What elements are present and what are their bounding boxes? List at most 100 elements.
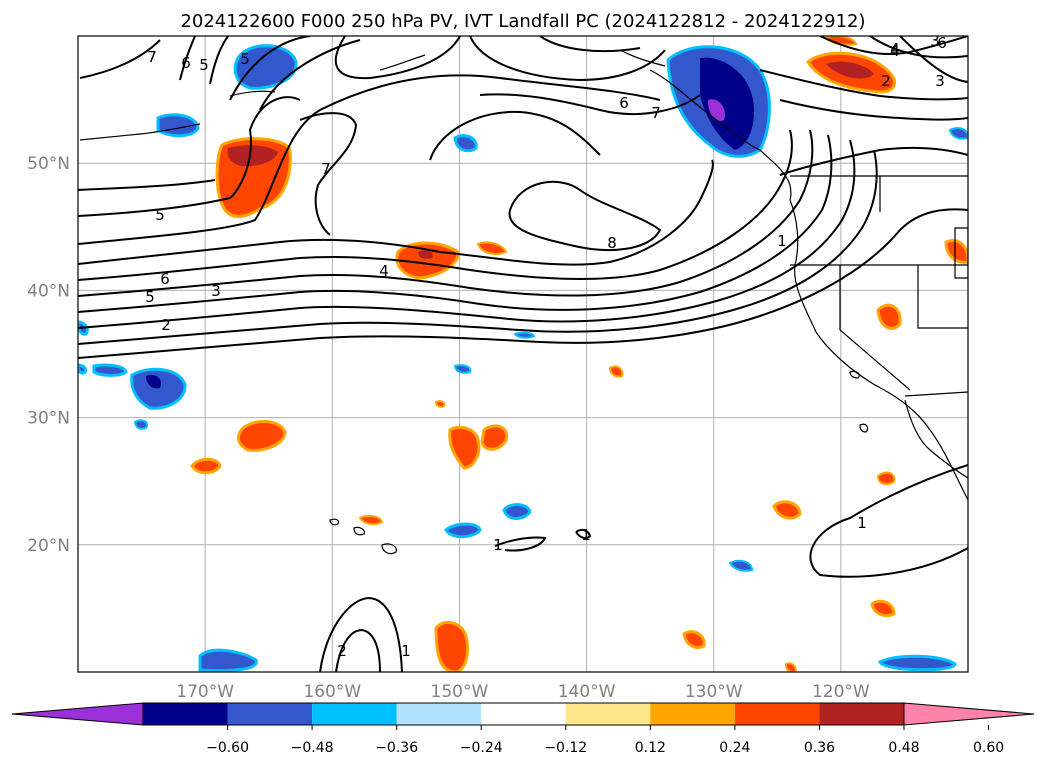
- colorbar-bin: [312, 703, 397, 725]
- contour-line: [479, 93, 701, 116]
- contour-label: 7: [147, 48, 157, 66]
- contour-label: 3: [930, 32, 940, 50]
- contour-line: [78, 129, 814, 297]
- contour-label: 1: [581, 526, 591, 544]
- positive-anomaly: [227, 145, 278, 167]
- lon-tick-label: 130°W: [685, 682, 743, 702]
- contour-label: 8: [607, 234, 617, 252]
- contour-label: 7: [651, 104, 661, 122]
- negative-anomaly: [728, 559, 754, 572]
- contour-line: [508, 180, 662, 251]
- negative-anomaly: [198, 648, 258, 672]
- negative-anomaly: [453, 134, 478, 153]
- colorbar-tick-label: −0.12: [544, 740, 587, 756]
- colorbar-frame: [142, 702, 905, 726]
- colorbar-bin: [396, 703, 482, 725]
- negative-anomaly: [444, 522, 482, 539]
- colorbar-bin: [650, 703, 735, 725]
- lat-tick-label: 50°N: [27, 154, 70, 174]
- contour-label: 1: [777, 232, 787, 250]
- colorbar-tick-label: 0.48: [888, 740, 919, 756]
- positive-anomaly: [876, 471, 896, 485]
- coastline: [859, 423, 869, 433]
- contour-line: [779, 146, 968, 176]
- contour-line: [429, 110, 601, 161]
- positive-anomaly: [236, 420, 287, 452]
- contour-label: 2: [337, 642, 347, 660]
- contour-label: 4: [890, 42, 900, 60]
- contour-line: [78, 149, 878, 345]
- contour-line: [78, 74, 661, 245]
- lat-tick-label: 30°N: [27, 409, 70, 429]
- positive-anomaly: [448, 425, 481, 470]
- colorbar-tick-label: 0.36: [804, 740, 835, 756]
- negative-anomaly: [78, 363, 88, 375]
- contour-line: [469, 36, 666, 82]
- negative-anomaly: [233, 44, 298, 90]
- map-title: 2024122600 F000 250 hPa PV, IVT Landfall…: [180, 11, 865, 32]
- contour-label: 4: [890, 40, 900, 58]
- lon-tick-label: 150°W: [431, 682, 489, 702]
- positive-anomaly: [434, 400, 446, 408]
- contour-line: [869, 36, 968, 59]
- contour-label: 5: [155, 206, 165, 224]
- contour-line: [229, 36, 311, 101]
- colorbar-bin: [734, 703, 820, 725]
- contour-line: [209, 36, 229, 85]
- negative-anomaly: [513, 331, 536, 339]
- lon-tick-label: 160°W: [303, 682, 361, 702]
- colorbar-tick-label: 0.60: [973, 740, 1004, 756]
- contour-line: [779, 99, 968, 121]
- contour-line: [575, 528, 592, 540]
- colorbar-bin: [143, 703, 228, 725]
- contour-line: [78, 159, 714, 266]
- contour-line: [819, 36, 968, 55]
- colorbar: −0.60 −0.48 −0.36 −0.24 −0.12 0.12 0.24 0.36 0.4…: [11, 702, 1035, 756]
- positive-anomaly: [682, 630, 706, 649]
- contour-line: [334, 36, 461, 80]
- colorbar-bin: [227, 703, 313, 725]
- positive-anomaly: [418, 250, 433, 259]
- contour-label: 3: [935, 72, 945, 90]
- coastline: [789, 199, 968, 501]
- colorbar-tick-label: 0.12: [635, 740, 666, 756]
- positive-anomaly: [358, 514, 384, 526]
- contour-line: [299, 112, 358, 236]
- coastline: [904, 399, 968, 479]
- map-panel: 7 6 5 5 3 4 7 5 6 5 3 2 4 6 7 8 1 4 6 2: [27, 32, 969, 702]
- contour-label: 6: [937, 34, 947, 52]
- state-border: [917, 265, 968, 329]
- negative-anomaly: [453, 364, 472, 374]
- coastline: [353, 526, 365, 536]
- colorbar-extend-max: [903, 702, 1035, 726]
- positive-anomaly: [826, 61, 874, 79]
- negative-anomaly: [708, 99, 725, 122]
- ivt-contours: [78, 36, 968, 672]
- contour-label: 3: [211, 282, 221, 300]
- lon-tick-label: 120°W: [812, 682, 870, 702]
- colorbar-bin: [565, 703, 651, 725]
- coastline: [329, 518, 340, 526]
- contour-line: [78, 179, 216, 191]
- negative-anomaly: [92, 363, 128, 377]
- contour-label: 4: [379, 262, 389, 280]
- contour-label: 1: [857, 514, 867, 532]
- contour-line: [79, 39, 161, 79]
- contour-label: 7: [321, 160, 331, 178]
- negative-anomaly: [700, 57, 755, 150]
- lon-tick-label: 170°W: [176, 682, 234, 702]
- coastline: [649, 69, 761, 151]
- positive-anomaly: [190, 457, 222, 475]
- colorbar-tick-label: 0.24: [719, 740, 750, 756]
- contour-line: [78, 134, 833, 313]
- state-border: [904, 391, 968, 397]
- coastline: [849, 370, 860, 379]
- state-border: [954, 227, 968, 279]
- map-frame: [77, 35, 969, 673]
- contour-label: 5: [199, 56, 209, 74]
- coastline: [229, 90, 276, 97]
- contour-label: 2: [881, 72, 891, 90]
- contour-label: 6: [160, 270, 170, 288]
- contour-line: [335, 628, 381, 672]
